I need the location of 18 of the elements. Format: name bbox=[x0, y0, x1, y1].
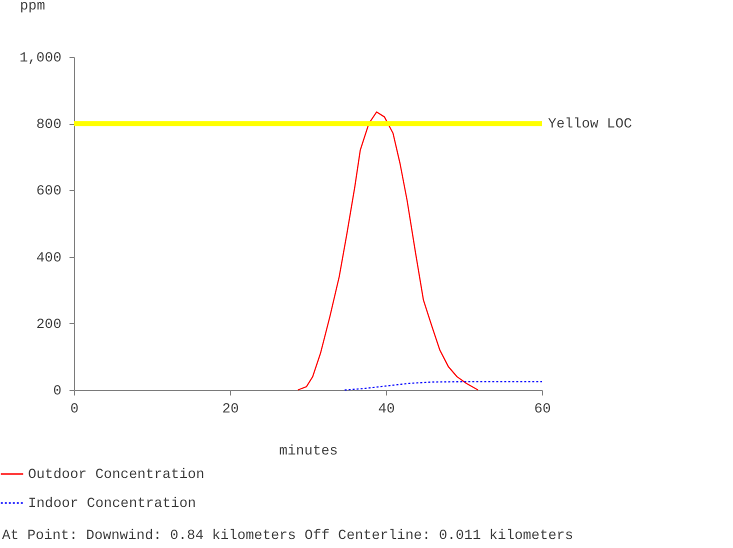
legend-label: Outdoor Concentration bbox=[28, 467, 204, 483]
x-tick-label: 20 bbox=[222, 402, 239, 418]
text: At Point: Downwind: 0.84 kilometers Off Centerline: 0.011 kilometers bbox=[2, 528, 574, 544]
line-series bbox=[297, 111, 479, 391]
y-tick-label: 1,000 bbox=[19, 50, 62, 66]
y-tick-label: 200 bbox=[36, 316, 62, 333]
y-tick-label: 0 bbox=[53, 384, 62, 400]
y-tick-label: 800 bbox=[36, 117, 62, 134]
x-axis-title: minutes bbox=[279, 444, 338, 460]
x-tick-label: 0 bbox=[70, 402, 79, 418]
line-series bbox=[344, 381, 543, 391]
legend-label: Indoor Concentration bbox=[28, 496, 196, 512]
x-tick-label: 60 bbox=[534, 402, 551, 418]
x-tick-label: 40 bbox=[378, 402, 395, 418]
y-tick-label: 600 bbox=[36, 184, 62, 200]
ref-line-label: Yellow LOC bbox=[548, 116, 632, 133]
y-tick-label: 400 bbox=[36, 250, 62, 266]
y-axis-title: ppm bbox=[20, 0, 46, 14]
